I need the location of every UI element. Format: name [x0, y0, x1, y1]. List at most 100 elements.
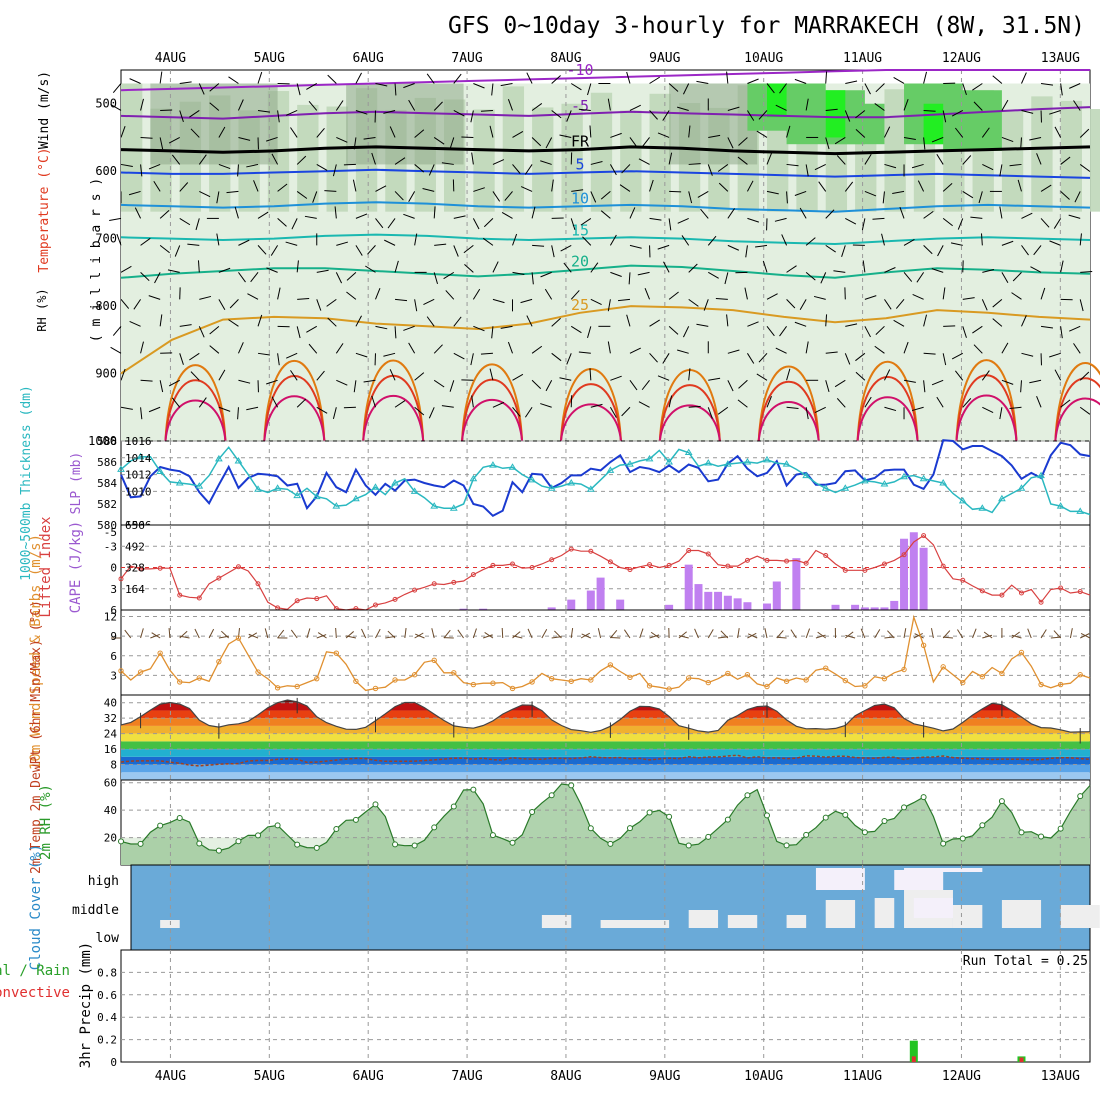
date-label-top: 4AUG [155, 51, 186, 66]
rh-marker [1019, 830, 1024, 835]
cloud-mid-block [826, 900, 855, 928]
date-label-top: 10AUG [744, 51, 783, 66]
cloud-mid-block [953, 905, 982, 928]
date-label-top: 7AUG [451, 51, 482, 66]
rh-marker [804, 832, 809, 837]
y-tick-label-left: 588 [97, 435, 117, 448]
wind-barb [111, 347, 121, 353]
y-tick-label-left: 0 [110, 562, 117, 575]
cloud-high-block [816, 868, 865, 890]
cloud-mid-block [728, 915, 757, 928]
y-tick-label-left: 586 [97, 456, 117, 469]
wind-barb-10m [502, 628, 503, 638]
date-label-bottom: 6AUG [353, 1069, 384, 1084]
y-tick-label: 40 [104, 697, 117, 710]
y-tick-label-right: 656 [125, 519, 145, 532]
y-tick-label: 16 [104, 743, 117, 756]
rh-marker [1039, 834, 1044, 839]
isotherm-label: 20 [571, 253, 589, 271]
cape-bar [832, 605, 840, 610]
date-label-top: 12AUG [942, 51, 981, 66]
rh-marker [1078, 794, 1083, 799]
rh-shading [767, 83, 787, 117]
y-tick-label-right: 1012 [125, 469, 152, 482]
rh-marker [510, 840, 515, 845]
y-tick-label: 40 [104, 804, 117, 817]
y-axis-label-cloud: Cloud Cover (%) [28, 844, 44, 970]
y-tick-label-left: -5 [104, 526, 117, 539]
rh-marker [119, 839, 124, 844]
run-total-label: Run Total = 0.25 [963, 954, 1088, 969]
rh-shading [473, 110, 494, 212]
y-axis-label-temperature: Temperature (°C) [37, 147, 52, 272]
rh-marker [432, 825, 437, 830]
cloud-mid-block [689, 910, 718, 928]
date-label-top: 8AUG [550, 51, 581, 66]
y-tick-label: 0 [110, 1056, 117, 1069]
cape-bar [685, 565, 693, 610]
rh-marker [236, 839, 241, 844]
date-label-bottom: 9AUG [649, 1069, 680, 1084]
wind-barb-10m [336, 628, 337, 638]
y-tick-label: 500 [95, 97, 117, 111]
cape-bar [724, 596, 732, 610]
y-axis-label-cape: CAPE (J/kg) [68, 521, 84, 614]
y-axis-label-precip: 3hr Precip (mm) [78, 942, 94, 1068]
cape-bar [763, 604, 771, 610]
cloud-mid-block [542, 915, 571, 928]
rh-marker [765, 813, 770, 818]
temp-band [121, 734, 1090, 742]
y-tick-label: 9 [110, 630, 117, 643]
rh-marker [784, 843, 789, 848]
rh-marker [549, 793, 554, 798]
cape-bar [792, 558, 800, 610]
isotherm-label: 10 [571, 189, 589, 207]
rh-shading [532, 107, 553, 211]
y-tick-label-right: 1016 [125, 435, 152, 448]
rh-marker [725, 817, 730, 822]
y-tick-label: 0.8 [97, 966, 117, 979]
rh-shading [346, 83, 463, 164]
rh-marker [999, 799, 1004, 804]
wind-barb [113, 83, 121, 92]
date-label-bottom: 11AUG [843, 1069, 882, 1084]
precip-conv-bar [912, 1056, 916, 1062]
date-label-top: 9AUG [649, 51, 680, 66]
rh-marker [256, 833, 261, 838]
rh-marker [960, 836, 965, 841]
cape-bar [900, 539, 908, 610]
y-tick-label: 600 [95, 164, 117, 178]
y-tick-label: 20 [104, 832, 117, 845]
wind-barb [113, 326, 121, 335]
cloud-mid-block [1061, 905, 1100, 928]
cape-bar [890, 601, 898, 610]
isotherm-label: FR [571, 133, 590, 151]
rh-marker [138, 841, 143, 846]
rh-marker [980, 823, 985, 828]
y-tick-label-right: 1010 [125, 485, 152, 498]
cape-bar [773, 581, 781, 610]
precip-legend-conv: Convective [0, 985, 70, 1001]
rh-marker [588, 826, 593, 831]
rh-marker [627, 826, 632, 831]
rh-marker [295, 842, 300, 847]
date-label-bottom: 5AUG [254, 1069, 285, 1084]
cape-bar [567, 600, 575, 610]
rh-shading [591, 93, 612, 212]
rh-marker [706, 834, 711, 839]
rh-marker [862, 830, 867, 835]
date-label-bottom: 7AUG [451, 1069, 482, 1084]
cloud-tick-label: middle [72, 903, 119, 918]
rh-shading [1090, 109, 1100, 212]
y-tick-label: 900 [95, 367, 117, 381]
rh-marker [334, 826, 339, 831]
cloud-tick-label: high [88, 874, 119, 889]
cape-bar [597, 578, 605, 610]
rh-marker [412, 843, 417, 848]
precip-legend-total: Total / Rain [0, 963, 70, 979]
date-label-top: 11AUG [843, 51, 882, 66]
rh-marker [353, 817, 358, 822]
rh-marker [843, 812, 848, 817]
cape-bar [704, 592, 712, 610]
